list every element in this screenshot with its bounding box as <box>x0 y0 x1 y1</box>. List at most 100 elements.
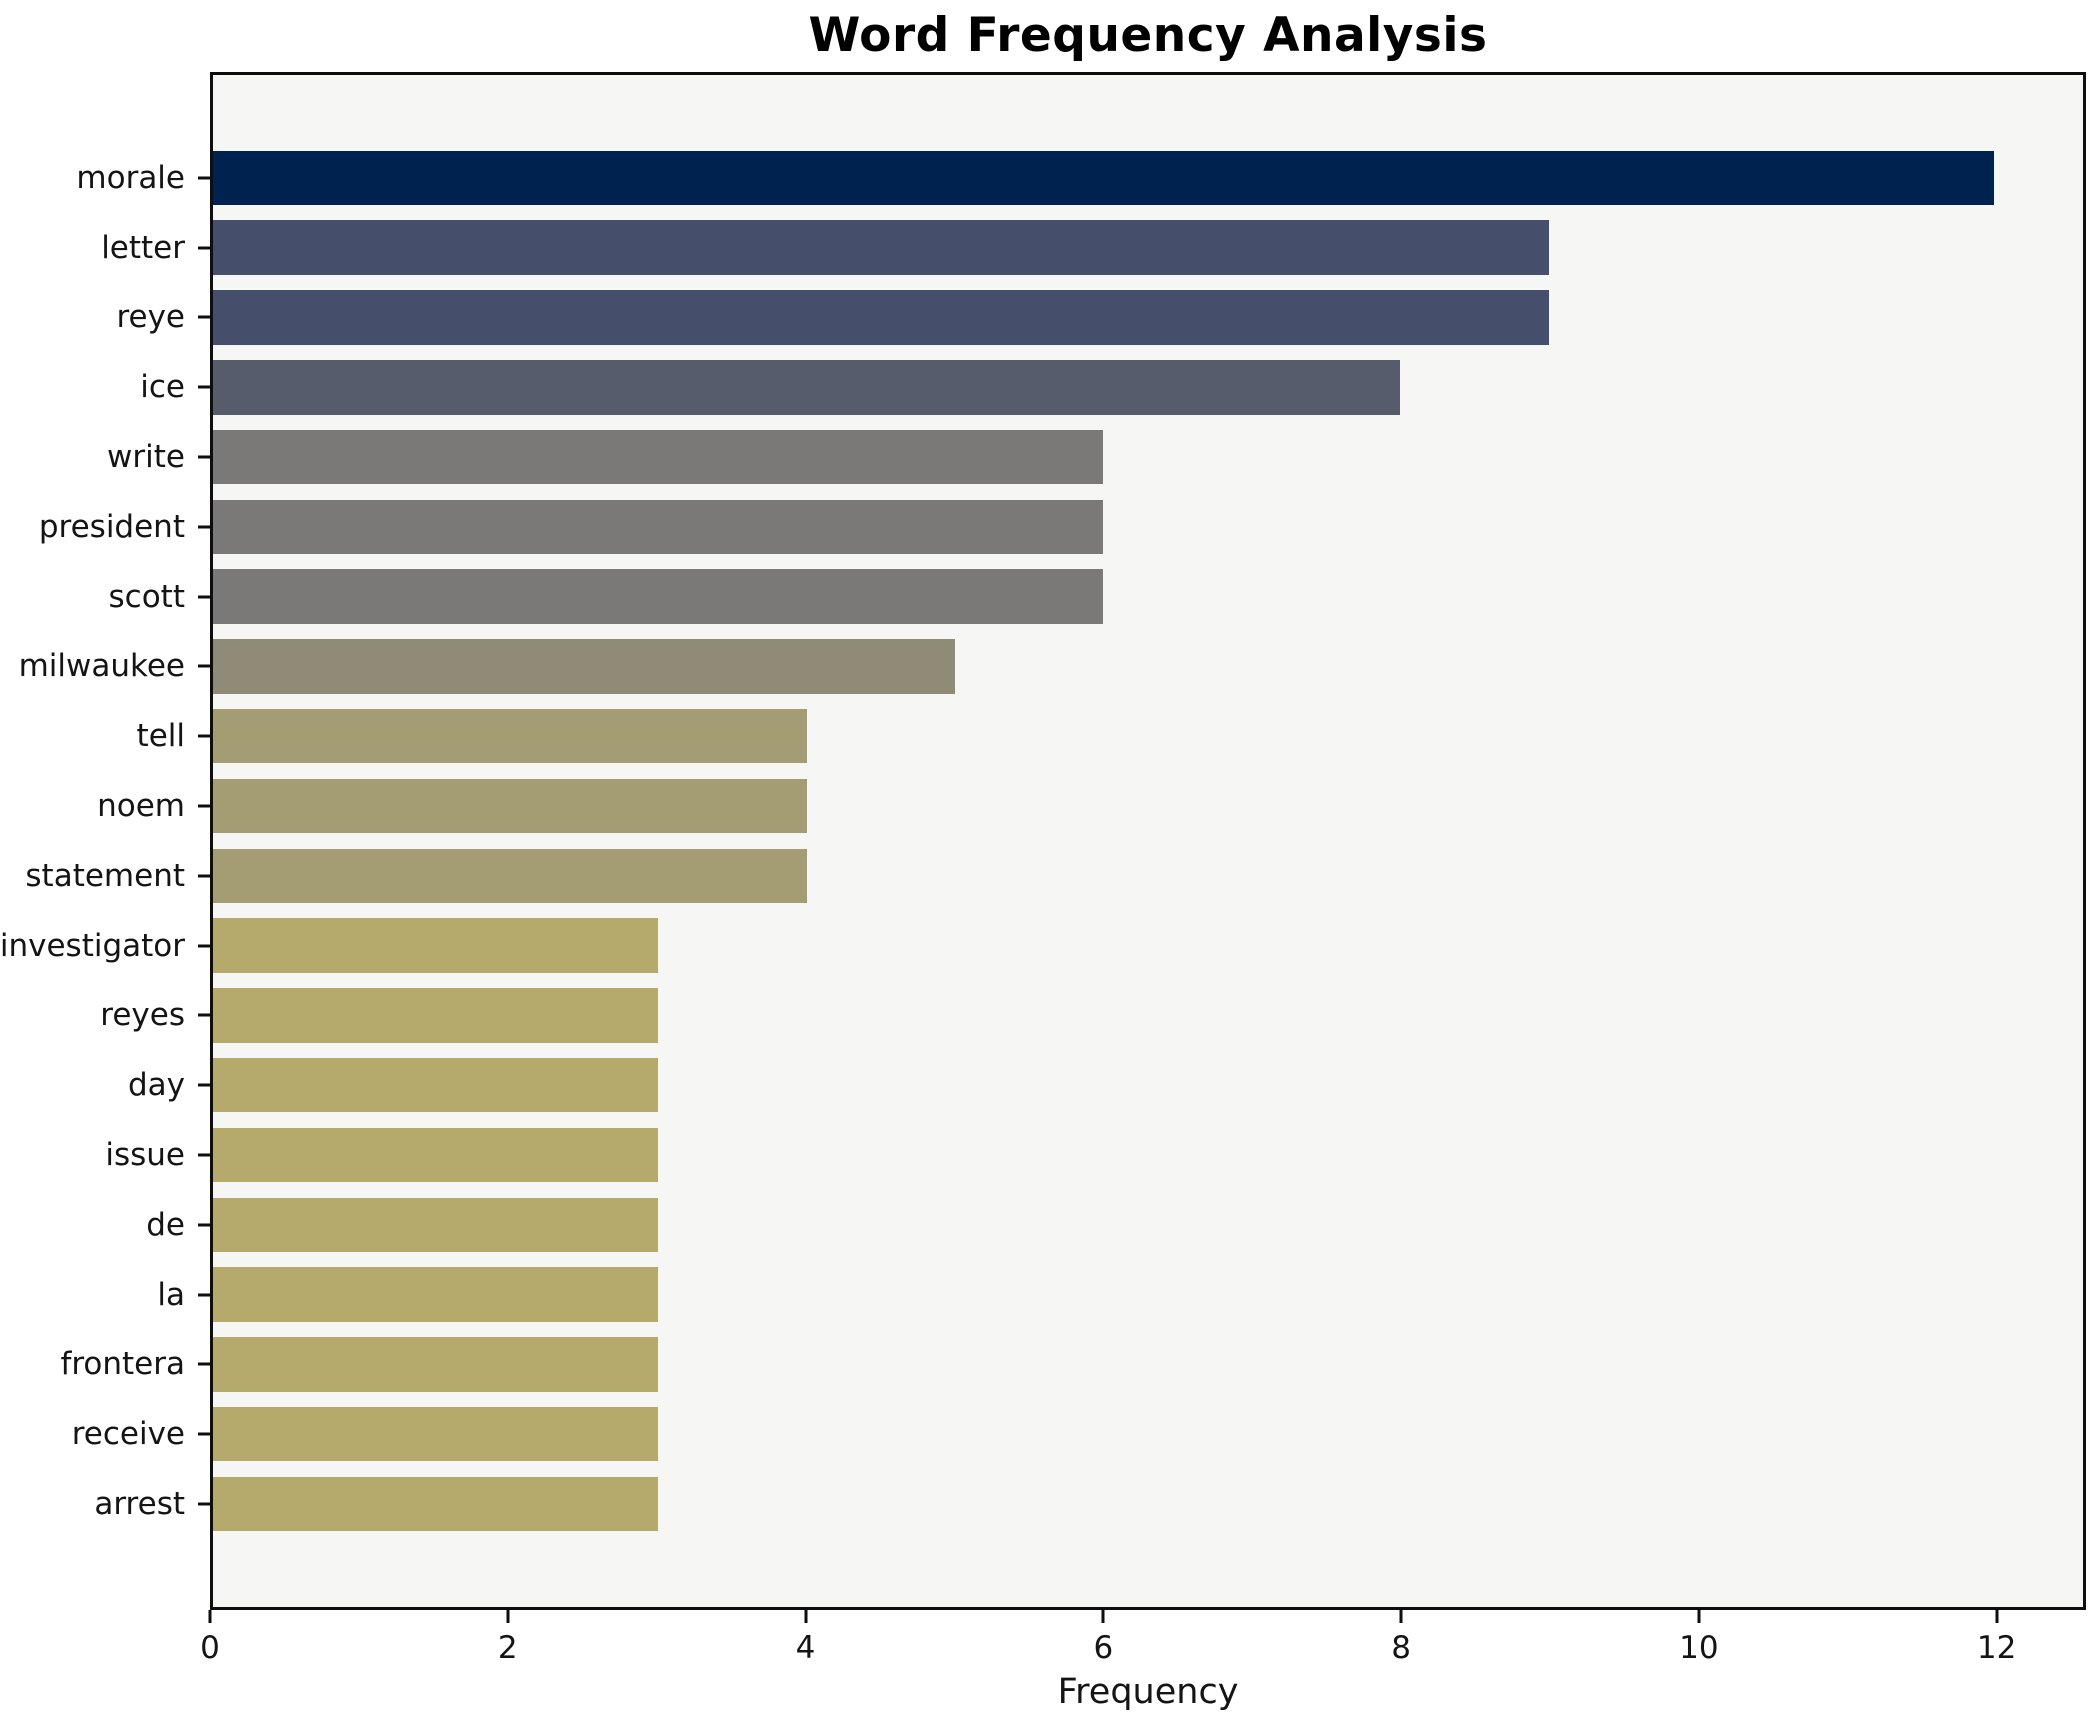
frequency-bar <box>213 639 956 694</box>
frequency-bar <box>213 1407 659 1462</box>
y-axis-category-label: tell <box>136 718 185 755</box>
bar-row: morale <box>76 143 2083 213</box>
y-tick-mark <box>198 1432 210 1436</box>
bar-row: reyes <box>100 981 2083 1051</box>
chart-title: Word Frequency Analysis <box>808 8 1488 63</box>
y-tick-mark <box>198 455 210 459</box>
bar-row: tell <box>137 701 2083 771</box>
bars-container: morale letter reye ice write president s… <box>0 75 2083 1607</box>
bar-row: arrest <box>94 1469 2083 1539</box>
bar-row: statement <box>25 841 2083 911</box>
bar-row: milwaukee <box>19 632 2083 702</box>
y-axis-category-label: arrest <box>94 1486 185 1523</box>
bar-row: day <box>128 1050 2083 1120</box>
frequency-bar <box>213 1127 659 1183</box>
x-tick-label: 2 <box>497 1630 518 1666</box>
y-tick-mark <box>198 1293 210 1297</box>
frequency-bar <box>213 360 1401 415</box>
y-axis-category-label: de <box>146 1206 185 1243</box>
frequency-bar <box>213 429 1104 485</box>
frequency-bar <box>213 1267 659 1322</box>
x-tick-mark <box>1995 1610 1999 1623</box>
frequency-bar <box>213 1058 659 1113</box>
bar-row: president <box>39 492 2083 562</box>
y-axis-category-label: ice <box>140 369 185 406</box>
y-axis-category-label: statement <box>25 857 185 894</box>
frequency-bar <box>213 1337 659 1392</box>
bar-row: frontera <box>60 1330 2083 1400</box>
y-axis-category-label: la <box>157 1276 185 1313</box>
y-tick-mark <box>198 525 210 529</box>
frequency-bar <box>213 150 1994 206</box>
x-tick-mark <box>804 1610 808 1623</box>
y-tick-mark <box>198 385 210 389</box>
x-tick-mark <box>1399 1610 1403 1623</box>
plot-area: morale letter reye ice write president s… <box>0 72 2086 1610</box>
bar-row: investigator <box>0 911 2083 981</box>
y-axis-category-label: receive <box>71 1416 185 1453</box>
frequency-bar <box>213 499 1104 555</box>
bar-row: de <box>146 1190 2083 1260</box>
y-tick-mark <box>198 874 210 878</box>
frequency-bar <box>213 569 1104 624</box>
y-tick-mark <box>198 176 210 180</box>
x-tick-mark <box>1697 1610 1701 1623</box>
y-tick-mark <box>198 1223 210 1227</box>
bar-row: receive <box>72 1399 2083 1469</box>
y-tick-mark <box>198 1502 210 1506</box>
frequency-bar <box>213 220 1549 275</box>
x-axis: 0 2 4 6 8 10 12 <box>200 1610 2086 1700</box>
frequency-bar <box>213 709 807 764</box>
bar-row: la <box>157 1260 2083 1330</box>
bar-row: letter <box>101 213 2083 283</box>
y-axis-category-label: scott <box>108 578 185 615</box>
frequency-bar <box>213 1476 659 1532</box>
x-tick-mark <box>1101 1610 1105 1623</box>
frequency-bar <box>213 290 1549 345</box>
y-axis-category-label: morale <box>76 159 185 196</box>
x-tick-label: 12 <box>1976 1630 2017 1666</box>
y-tick-mark <box>198 1362 210 1366</box>
frequency-bar <box>213 988 659 1043</box>
y-tick-mark <box>198 315 210 319</box>
bar-row: scott <box>109 562 2083 632</box>
frequency-bar <box>213 778 807 834</box>
frequency-bar <box>213 918 659 973</box>
frequency-bar <box>213 1197 659 1253</box>
bar-row: noem <box>97 771 2083 841</box>
y-axis-category-label: issue <box>105 1137 185 1174</box>
y-axis-category-label: write <box>107 439 185 476</box>
x-tick-label: 4 <box>795 1630 816 1666</box>
y-axis-category-label: investigator <box>0 927 185 964</box>
bar-row: issue <box>105 1120 2083 1190</box>
y-axis-category-label: president <box>38 508 185 545</box>
y-axis-category-label: milwaukee <box>18 648 185 685</box>
x-tick-label: 6 <box>1093 1630 1114 1666</box>
x-axis-title: Frequency <box>1057 1672 1239 1712</box>
x-tick-mark <box>208 1610 212 1623</box>
y-tick-mark <box>198 595 210 599</box>
y-axis-category-label: letter <box>101 229 185 266</box>
y-tick-mark <box>198 944 210 948</box>
y-tick-mark <box>198 1153 210 1157</box>
y-axis-category-label: noem <box>97 788 185 825</box>
y-axis-category-label: day <box>127 1067 185 1104</box>
x-tick-label: 0 <box>200 1630 220 1666</box>
frequency-bar <box>213 848 807 904</box>
y-tick-mark <box>198 734 210 738</box>
x-tick-mark <box>506 1610 510 1623</box>
y-tick-mark <box>198 246 210 250</box>
bar-row: ice <box>140 352 2083 422</box>
y-axis-category-label: reyes <box>100 997 185 1034</box>
bar-row: reye <box>116 283 2083 353</box>
y-tick-mark <box>198 1013 210 1017</box>
x-tick-label: 8 <box>1391 1630 1411 1666</box>
y-tick-mark <box>198 1083 210 1087</box>
y-tick-mark <box>198 664 210 668</box>
y-axis-category-label: frontera <box>60 1346 185 1383</box>
bar-row: write <box>107 422 2083 492</box>
x-tick-label: 10 <box>1679 1630 1719 1666</box>
y-tick-mark <box>198 804 210 808</box>
y-axis-category-label: reye <box>116 299 185 336</box>
